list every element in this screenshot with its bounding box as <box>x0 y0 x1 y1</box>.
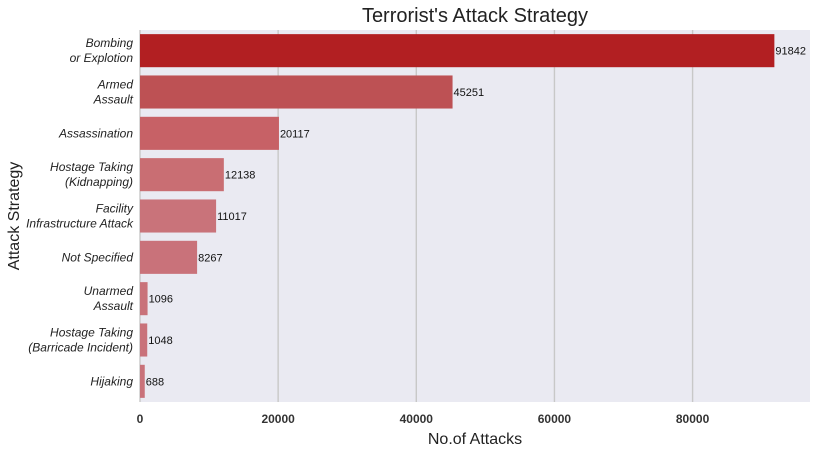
x-tick-label: 60000 <box>538 412 572 426</box>
bar <box>140 116 279 150</box>
bar-value-label: 8267 <box>198 252 222 264</box>
bar <box>140 158 224 192</box>
x-tick-label: 80000 <box>676 412 710 426</box>
y-tick-label-line: Assassination <box>58 126 133 140</box>
bar <box>140 282 148 316</box>
y-tick-label: Hostage Taking (Kidnapping) <box>50 160 133 189</box>
y-tick-label-line: Facility <box>96 202 134 216</box>
y-tick-label-line: Hijaking <box>90 374 133 388</box>
bar-value-label: 11017 <box>217 211 247 223</box>
y-axis-label: Attack Strategy <box>6 162 23 271</box>
chart-title: Terrorist's Attack Strategy <box>362 5 588 27</box>
bar <box>140 323 148 357</box>
bar-value-label: 1048 <box>148 335 172 347</box>
y-tick-label: Hijaking <box>90 374 133 388</box>
x-tick-labels: 0 20000 40000 60000 80000 <box>137 412 710 426</box>
y-tick-label: Bombing or Explotion <box>70 36 134 65</box>
bar-value-label: 1096 <box>149 294 173 306</box>
bar-value-label: 12138 <box>225 170 256 182</box>
bars <box>140 34 775 398</box>
y-tick-label-line: Infrastructure Attack <box>26 217 134 231</box>
y-tick-label: Not Specified <box>62 250 134 264</box>
x-tick-label: 0 <box>137 412 144 426</box>
y-tick-label-line: Armed <box>97 78 134 92</box>
bar <box>140 75 453 109</box>
y-tick-label-line: Assault <box>93 93 134 107</box>
y-tick-label: Unarmed Assault <box>84 284 134 313</box>
y-tick-label-line: Assault <box>93 299 134 313</box>
bar <box>140 364 145 398</box>
y-tick-label-line: or Explotion <box>70 51 134 65</box>
y-tick-label-line: Hostage Taking <box>50 160 133 174</box>
y-tick-label-line: Not Specified <box>62 250 134 264</box>
y-tick-label: Facility Infrastructure Attack <box>26 202 134 231</box>
x-tick-label: 40000 <box>400 412 434 426</box>
y-tick-label-line: (Barricade Incident) <box>28 341 133 355</box>
bar-value-label: 91842 <box>775 46 806 58</box>
bar-value-label: 20117 <box>280 128 310 140</box>
bar-value-label: 45251 <box>454 87 485 99</box>
y-tick-label-line: Hostage Taking <box>50 326 133 340</box>
y-tick-label: Assassination <box>58 126 133 140</box>
y-tick-label: Hostage Taking (Barricade Incident) <box>28 326 133 355</box>
bar <box>140 34 775 68</box>
bar-value-labels: 91842 45251 20117 12138 11017 8267 1096 1048 688 <box>146 46 806 389</box>
x-axis-label: No.of Attacks <box>428 431 522 448</box>
y-tick-label: Armed Assault <box>93 78 134 107</box>
bar <box>140 199 217 233</box>
y-tick-label-line: (Kidnapping) <box>65 175 133 189</box>
x-tick-label: 20000 <box>261 412 295 426</box>
y-tick-label-line: Bombing <box>86 36 134 50</box>
y-tick-label-line: Unarmed <box>84 284 134 298</box>
bar-value-label: 688 <box>146 376 164 388</box>
bar <box>140 240 198 274</box>
